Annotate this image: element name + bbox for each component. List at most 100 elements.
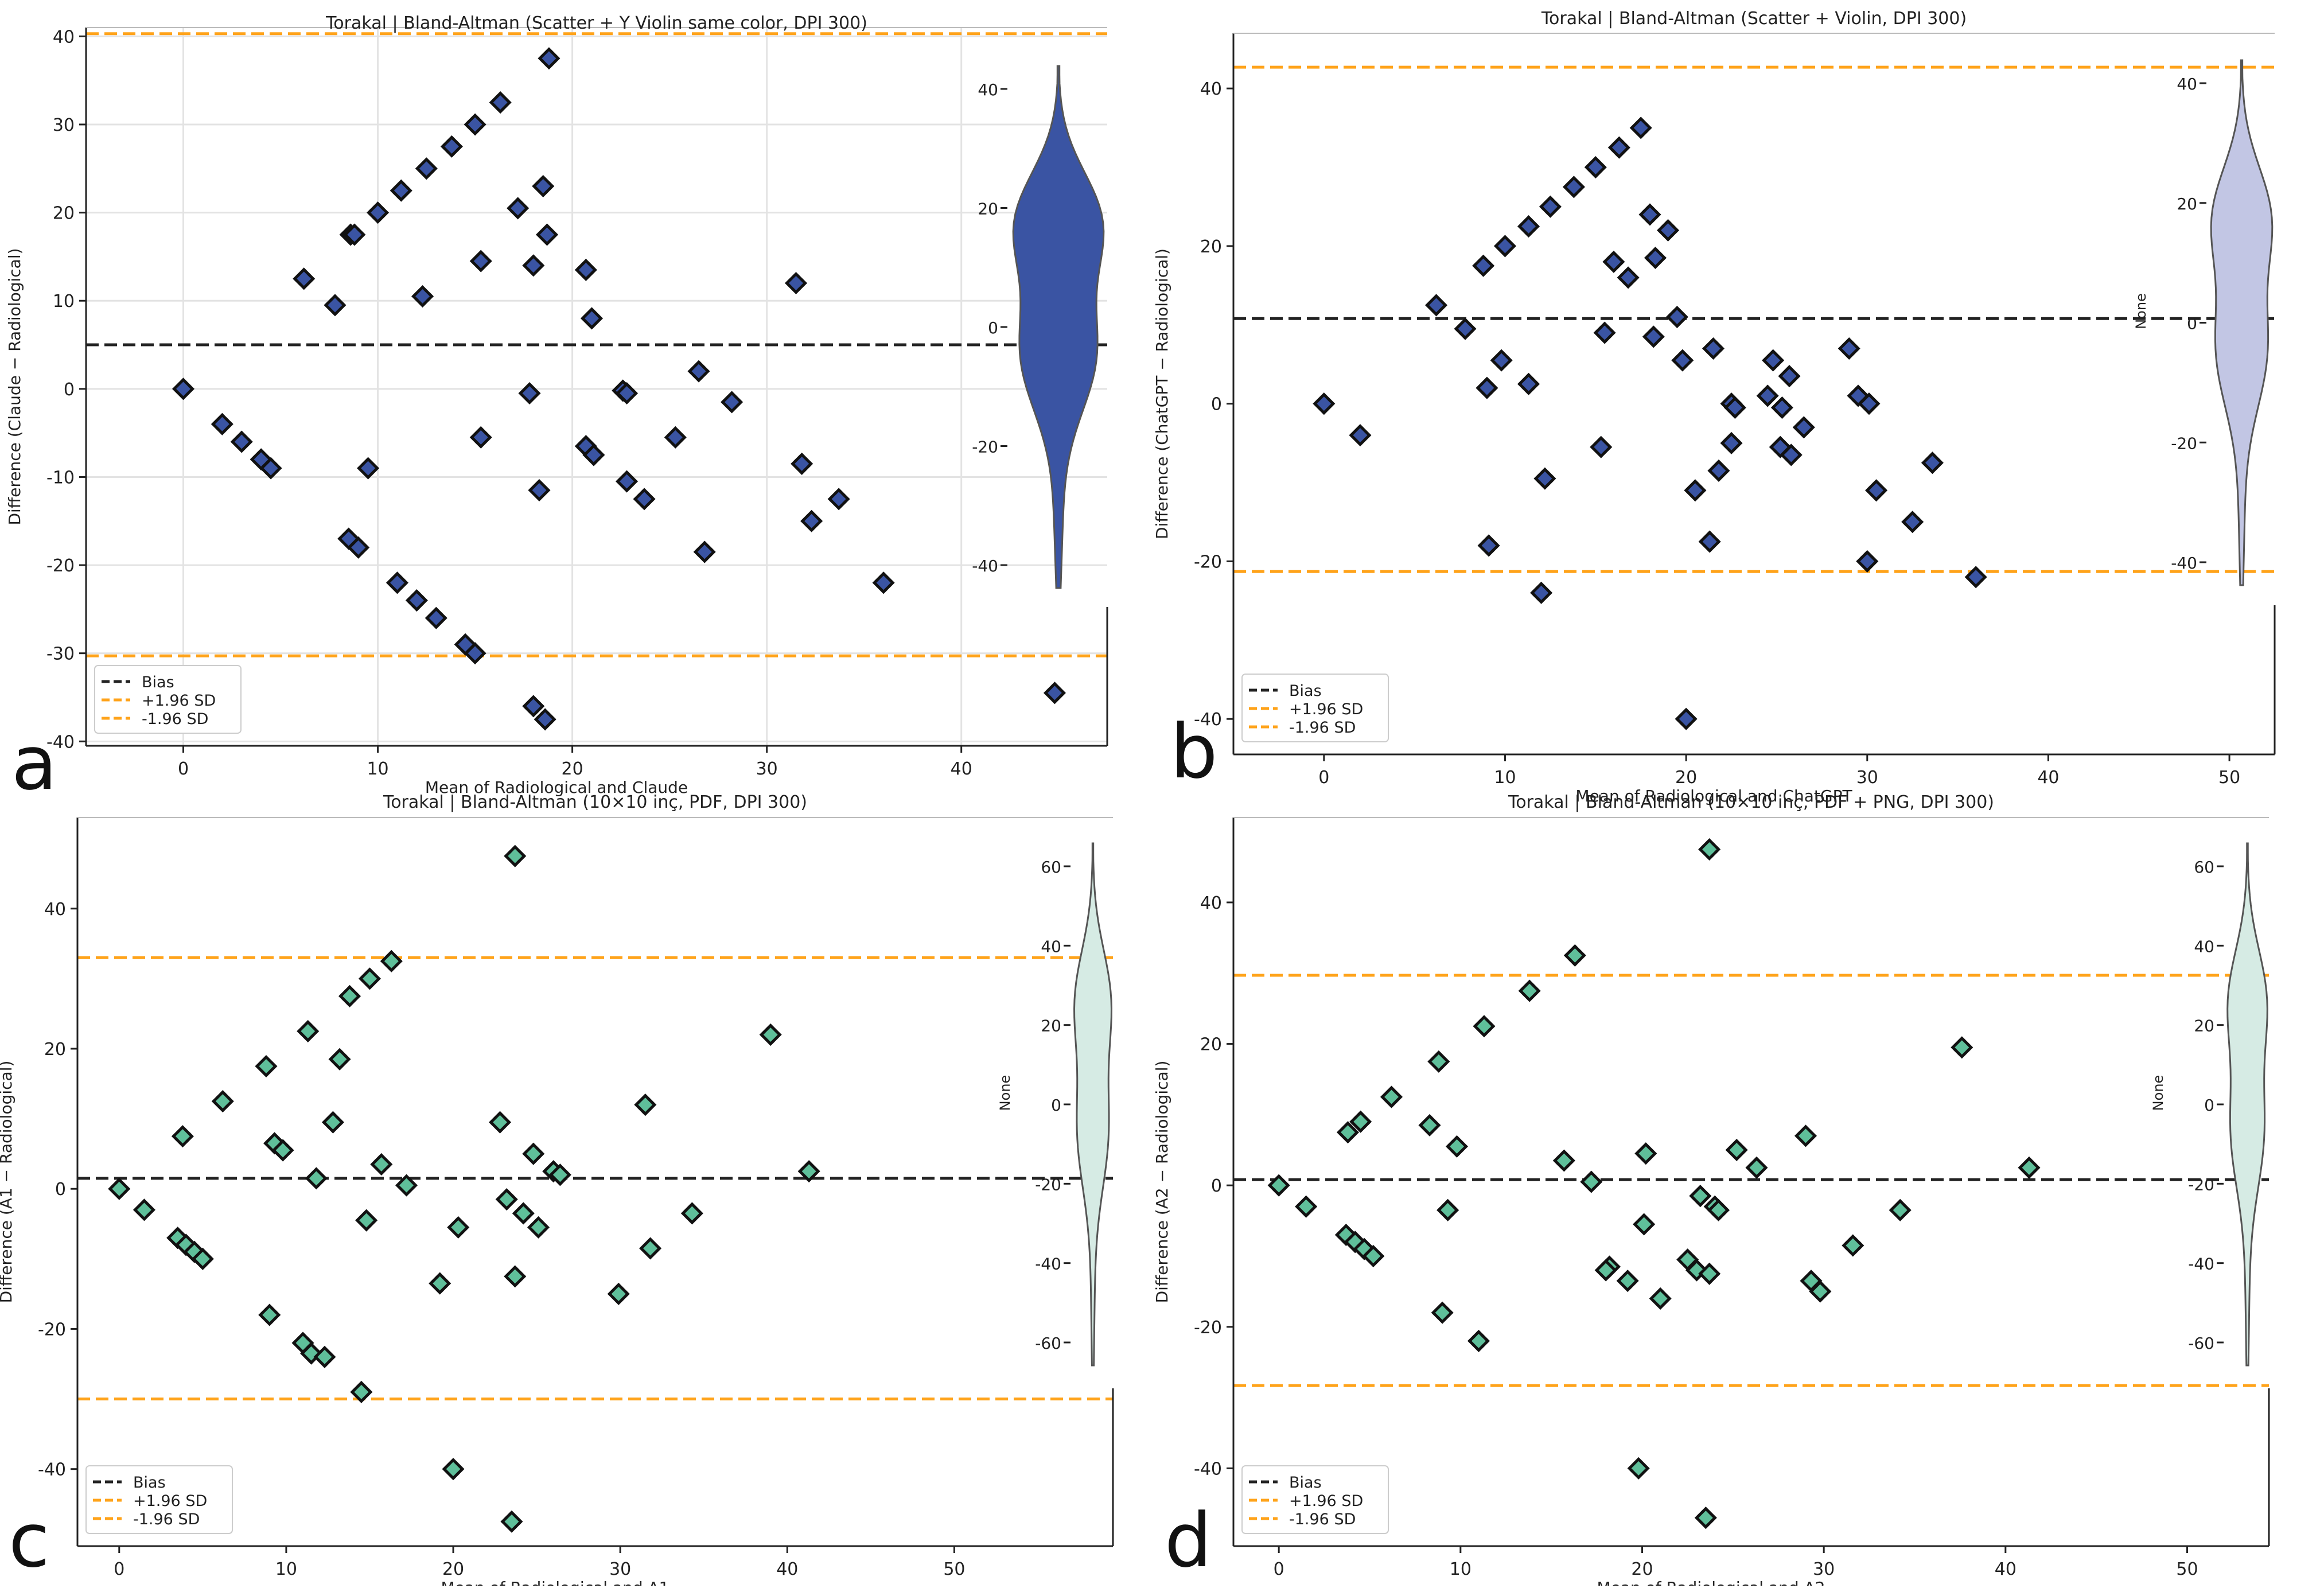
data-point bbox=[133, 1198, 155, 1221]
violin-tick-label: 40 bbox=[978, 80, 998, 99]
data-point bbox=[1698, 1262, 1721, 1285]
data-point bbox=[1780, 443, 1803, 466]
data-point bbox=[1794, 1124, 1817, 1147]
violin-tick-label: 20 bbox=[1041, 1017, 1061, 1036]
data-point bbox=[1671, 349, 1694, 372]
data-point bbox=[390, 179, 412, 202]
y-tick-label: 40 bbox=[1200, 79, 1222, 99]
data-point bbox=[338, 984, 361, 1007]
data-point bbox=[1533, 467, 1556, 490]
data-point bbox=[512, 1202, 535, 1225]
legend-label: -1.96 SD bbox=[1289, 1511, 1356, 1528]
data-point bbox=[1517, 215, 1540, 238]
legend-label: +1.96 SD bbox=[142, 692, 216, 710]
data-point bbox=[1707, 1198, 1730, 1221]
data-point bbox=[532, 174, 555, 198]
data-point bbox=[313, 1345, 336, 1368]
data-point bbox=[872, 571, 895, 594]
y-tick-label: 20 bbox=[53, 204, 75, 224]
x-tick-label: 0 bbox=[1318, 768, 1329, 788]
data-point bbox=[784, 271, 808, 295]
data-point bbox=[1707, 459, 1730, 482]
y-axis-label: Difference (Claude − Radiological) bbox=[5, 248, 24, 525]
data-point bbox=[191, 1247, 214, 1270]
data-point bbox=[464, 642, 486, 665]
panel-a: 0 10 20 30 40 -40 -30 -20 -10 0 10 20 30 40 40 20 0 -20 -4… bbox=[5, 13, 1108, 807]
data-point bbox=[1043, 682, 1066, 705]
data-point bbox=[1675, 707, 1698, 730]
data-point bbox=[1267, 1174, 1290, 1197]
legend-label: -1.96 SD bbox=[133, 1511, 200, 1528]
data-point bbox=[582, 443, 605, 466]
legend-label: +1.96 SD bbox=[1289, 700, 1363, 718]
x-tick-label: 40 bbox=[951, 759, 972, 779]
data-point bbox=[1694, 1507, 1717, 1529]
violin-tick-label: 0 bbox=[2187, 314, 2197, 333]
x-tick-label: 50 bbox=[2218, 768, 2240, 788]
legend-box bbox=[1241, 1465, 1389, 1534]
data-point bbox=[1584, 156, 1607, 179]
legend-label: Bias bbox=[142, 674, 174, 691]
violin-tick-label: 40 bbox=[2194, 937, 2214, 956]
data-point bbox=[415, 157, 438, 180]
y-tick-label: 20 bbox=[44, 1040, 66, 1060]
data-point bbox=[350, 1380, 373, 1403]
data-point bbox=[664, 426, 687, 449]
data-point bbox=[259, 457, 282, 480]
data-point bbox=[108, 1177, 131, 1200]
legend-label: Bias bbox=[1289, 1474, 1322, 1492]
data-point bbox=[1349, 424, 1372, 447]
data-point bbox=[1336, 1121, 1360, 1144]
x-axis-label: Mean of Radiological and ChatGPT bbox=[1575, 787, 1852, 805]
violin-tick-label: -60 bbox=[1035, 1334, 1061, 1353]
data-point bbox=[721, 391, 743, 414]
data-point bbox=[442, 1458, 465, 1481]
data-point bbox=[386, 571, 409, 594]
legend-box bbox=[94, 665, 242, 734]
x-tick-label: 40 bbox=[2037, 768, 2059, 788]
data-point bbox=[355, 1209, 378, 1232]
data-point bbox=[1602, 250, 1625, 273]
data-point bbox=[680, 1202, 703, 1225]
data-point bbox=[580, 307, 604, 330]
data-point bbox=[370, 1153, 393, 1176]
panel-b: 0 10 20 30 40 50 -40 -20 0 20 40 40 20 0 -20 -40 None Tor… bbox=[1153, 9, 2276, 805]
data-point bbox=[469, 426, 492, 449]
data-point bbox=[538, 47, 560, 70]
data-point bbox=[1454, 317, 1477, 340]
data-point bbox=[172, 377, 195, 400]
x-tick-label: 0 bbox=[178, 759, 189, 779]
y-tick-label: -40 bbox=[1194, 1459, 1222, 1479]
data-point bbox=[347, 536, 370, 559]
data-point bbox=[1633, 1213, 1656, 1236]
data-point bbox=[1684, 479, 1707, 502]
data-point bbox=[395, 1174, 418, 1197]
y-tick-label: -20 bbox=[38, 1320, 66, 1340]
data-point bbox=[367, 201, 390, 224]
y-tick-label: 20 bbox=[1200, 1035, 1222, 1055]
data-point bbox=[616, 470, 639, 493]
data-point bbox=[1638, 203, 1661, 226]
data-point bbox=[1552, 1149, 1575, 1172]
data-point bbox=[607, 1282, 630, 1305]
x-tick-label: 10 bbox=[1494, 768, 1516, 788]
data-point bbox=[1349, 1110, 1372, 1133]
data-point bbox=[469, 250, 492, 273]
data-point bbox=[1644, 246, 1667, 270]
violin-tick-label: -40 bbox=[972, 556, 998, 575]
y-tick-label: 0 bbox=[55, 1180, 66, 1200]
data-point bbox=[293, 267, 316, 290]
panel-letter: a bbox=[11, 719, 57, 807]
legend-label: Bias bbox=[1289, 682, 1322, 700]
data-point bbox=[1689, 1185, 1712, 1208]
data-point bbox=[1476, 376, 1498, 399]
data-point bbox=[639, 1237, 662, 1260]
legend-box bbox=[1241, 674, 1389, 742]
data-point bbox=[633, 488, 656, 511]
violin-tick-label: -20 bbox=[2171, 434, 2197, 453]
legend-label: -1.96 SD bbox=[142, 710, 208, 728]
data-point bbox=[1517, 372, 1540, 395]
violin-tick-label: 20 bbox=[2194, 1017, 2214, 1036]
violin-tick-label: -20 bbox=[2188, 1175, 2214, 1194]
data-point bbox=[1657, 219, 1680, 242]
